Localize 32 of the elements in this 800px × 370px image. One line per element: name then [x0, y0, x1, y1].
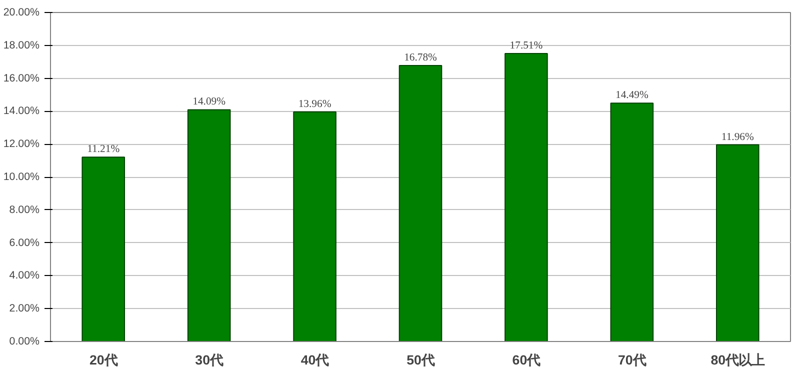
- bar: [398, 64, 442, 342]
- x-tick-label: 60代: [512, 352, 540, 368]
- y-tick-label: 8.00%: [9, 204, 40, 216]
- bar: [187, 109, 231, 342]
- y-tick-label: 2.00%: [9, 302, 40, 315]
- y-tick-label: 16.00%: [3, 72, 40, 84]
- y-tick-label: 4.00%: [9, 270, 40, 282]
- data-label: 16.78%: [404, 52, 438, 64]
- data-label: 14.49%: [616, 90, 648, 102]
- y-tick-label: 0.00%: [9, 336, 40, 348]
- data-label: 13.96%: [298, 98, 332, 110]
- x-tick-label: 70代: [618, 352, 646, 368]
- data-label: 11.96%: [721, 132, 754, 143]
- data-label: 11.21%: [87, 144, 120, 156]
- x-tick-label: 20代: [89, 352, 118, 368]
- bar: [504, 52, 548, 342]
- y-tick-label: 10.00%: [3, 171, 40, 183]
- x-tick-label: 80代以上: [710, 352, 765, 368]
- y-tick-label: 6.00%: [9, 236, 40, 249]
- x-tick-label: 30代: [195, 352, 223, 368]
- x-tick-label: 40代: [300, 352, 329, 368]
- data-label: 17.51%: [510, 40, 543, 52]
- y-tick-label: 18.00%: [3, 39, 40, 52]
- y-tick-label: 14.00%: [3, 105, 40, 118]
- bar: [82, 156, 125, 342]
- bar: [716, 144, 760, 342]
- bar: [293, 111, 336, 342]
- x-tick-label: 50代: [406, 352, 434, 368]
- y-tick-label: 12.00%: [3, 138, 40, 150]
- y-tick-label: 20.00%: [3, 6, 40, 18]
- bar: [610, 102, 654, 342]
- data-label: 14.09%: [192, 96, 226, 108]
